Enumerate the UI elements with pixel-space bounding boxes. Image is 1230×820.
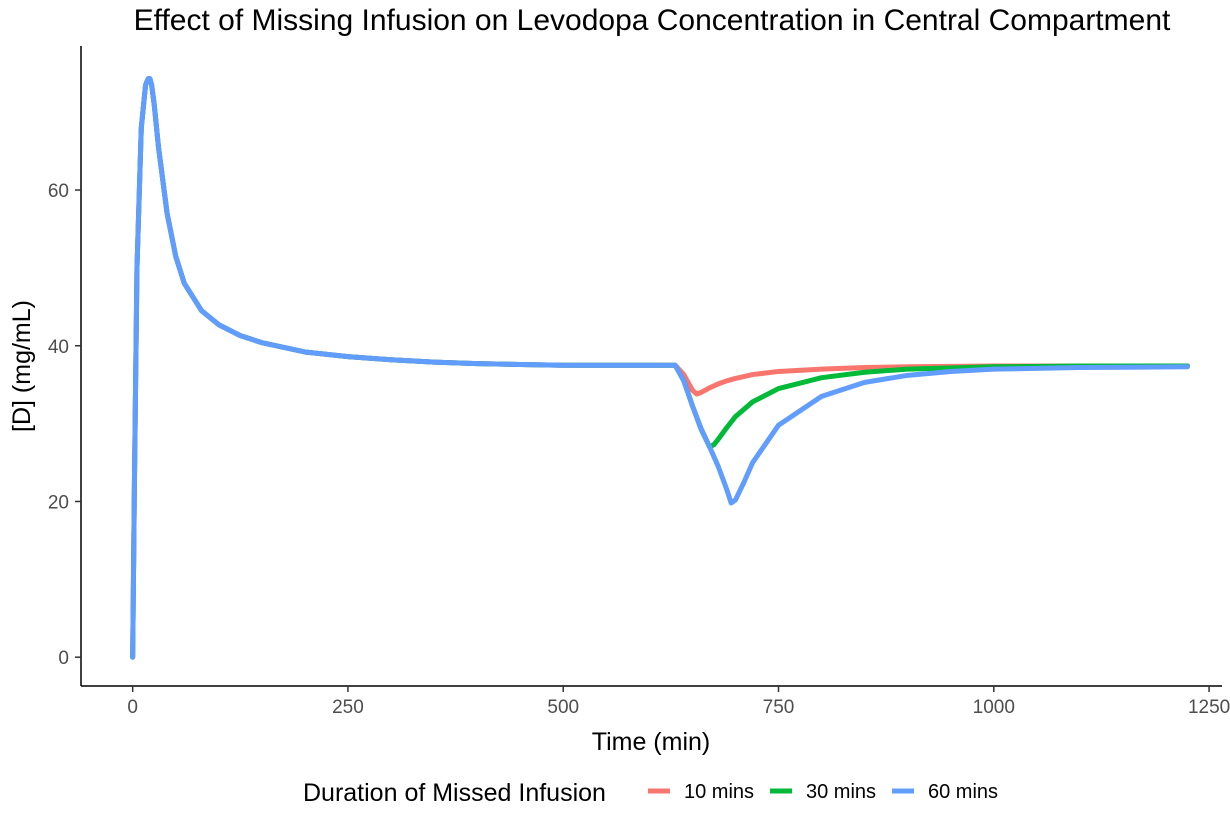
legend-items: 10 mins 30 mins 60 mins bbox=[648, 781, 998, 803]
legend-label: 60 mins bbox=[928, 781, 998, 803]
x-tick-label: 1000 bbox=[973, 697, 1015, 718]
y-axis-label: [D] (mg/mL) bbox=[8, 300, 36, 432]
x-axis-ticks: 0 250 500 750 1000 1250 bbox=[127, 686, 1230, 718]
y-axis-ticks: 0 20 40 60 bbox=[48, 181, 81, 669]
x-tick-label: 750 bbox=[763, 697, 795, 718]
x-tick-label: 0 bbox=[127, 697, 138, 718]
legend-title: Duration of Missed Infusion bbox=[303, 779, 606, 807]
legend: Duration of Missed Infusion 10 mins 30 mi… bbox=[303, 779, 998, 807]
y-tick-label: 0 bbox=[58, 648, 69, 669]
legend-item: 10 mins bbox=[648, 781, 754, 803]
x-tick-label: 500 bbox=[547, 697, 579, 718]
legend-item: 30 mins bbox=[770, 781, 876, 803]
y-tick-label: 20 bbox=[48, 492, 69, 513]
x-axis-label: Time (min) bbox=[592, 728, 711, 756]
legend-label: 30 mins bbox=[806, 781, 876, 803]
series-group bbox=[130, 76, 1191, 660]
plot-area: 0 250 500 750 1000 1250 0 20 40 60 bbox=[48, 46, 1230, 718]
legend-label: 10 mins bbox=[684, 781, 754, 803]
y-tick-label: 40 bbox=[48, 337, 69, 358]
chart-title: Effect of Missing Infusion on Levodopa C… bbox=[134, 4, 1171, 37]
x-tick-label: 1250 bbox=[1188, 697, 1230, 718]
y-tick-label: 60 bbox=[48, 181, 69, 202]
legend-item: 60 mins bbox=[892, 781, 998, 803]
series-line-60-mins bbox=[130, 76, 1191, 660]
x-tick-label: 250 bbox=[332, 697, 364, 718]
